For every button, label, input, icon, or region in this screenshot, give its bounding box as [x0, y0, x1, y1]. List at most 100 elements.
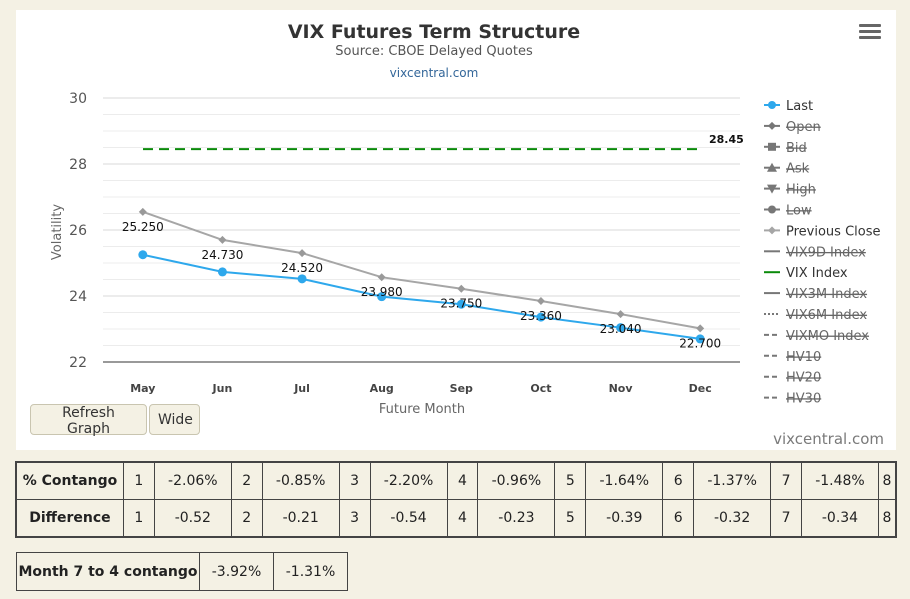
month-index-cell: 1 — [122, 462, 155, 500]
y-tick-label: 24 — [69, 289, 87, 305]
previous-close-point — [218, 235, 227, 244]
contango-value-cell: -2.06% — [153, 462, 232, 500]
legend-item-label[interactable]: HV20 — [786, 371, 821, 386]
contango-value-cell: -0.39 — [585, 499, 664, 537]
summary-label: Month 7 to 4 contango — [16, 552, 200, 591]
data-label: 23.750 — [440, 297, 482, 311]
x-tick-label: May — [130, 382, 155, 395]
legend-marker — [768, 101, 776, 109]
chart-panel: VIX Futures Term Structure Source: CBOE D… — [16, 10, 896, 450]
last-price-point — [138, 250, 148, 260]
legend-item-label[interactable]: HV30 — [786, 392, 821, 407]
contango-value-cell: -2.20% — [369, 462, 448, 500]
month-index-cell: 3 — [338, 499, 371, 537]
contango-value-cell: -0.96% — [477, 462, 556, 500]
x-tick-label: Sep — [450, 382, 473, 395]
contango-value-cell: -0.54 — [369, 499, 448, 537]
previous-close-point — [696, 324, 705, 333]
contango-value-cell: -0.32 — [693, 499, 772, 537]
previous-close-point — [138, 207, 147, 216]
contango-value-cell: -0.21 — [261, 499, 340, 537]
legend-marker — [768, 121, 776, 130]
contango-value-cell: -1.48% — [801, 462, 879, 500]
x-tick-label: Jun — [212, 382, 233, 395]
month-index-cell: 2 — [230, 462, 263, 500]
legend-marker — [768, 226, 776, 235]
legend-item-label[interactable]: VIX Index — [786, 266, 848, 281]
legend-item-label[interactable]: VIX6M Index — [786, 308, 867, 323]
x-tick-label: Oct — [530, 382, 551, 395]
legend-marker — [768, 205, 776, 214]
contango-value-cell: -1.64% — [585, 462, 664, 500]
month-index-cell: 7 — [770, 499, 803, 537]
legend-item-label[interactable]: VIX9D Index — [786, 245, 866, 260]
contango-value-cell: -1.37% — [693, 462, 772, 500]
wide-button[interactable]: Wide — [149, 404, 200, 435]
contango-value-cell: -0.85% — [261, 462, 340, 500]
y-tick-label: 22 — [69, 355, 87, 371]
legend-item-label[interactable]: Low — [786, 204, 812, 219]
chart-source-link: vixcentral.com — [390, 66, 479, 80]
last-price-line — [142, 253, 701, 340]
month-index-cell: 7 — [770, 462, 803, 500]
watermark: vixcentral.com — [773, 430, 884, 448]
last-price-point — [377, 292, 387, 302]
y-axis-label: Volatility — [50, 204, 65, 260]
legend-item-label[interactable]: Ask — [786, 162, 810, 177]
legend-marker — [768, 142, 776, 151]
y-tick-label: 28 — [69, 157, 87, 173]
previous-close-point — [298, 249, 307, 258]
month-index-cell: 8 — [877, 499, 897, 537]
legend-item-label[interactable]: VIXMO Index — [786, 329, 869, 344]
x-tick-label: Jul — [293, 382, 310, 395]
y-tick-label: 30 — [69, 91, 87, 107]
legend-item-label[interactable]: VIX3M Index — [786, 287, 867, 302]
y-tick-label: 26 — [69, 223, 87, 239]
refresh-graph-button[interactable]: Refresh Graph — [30, 404, 147, 437]
legend-item-label[interactable]: High — [786, 183, 816, 198]
previous-close-point — [457, 284, 466, 293]
x-tick-label: Nov — [609, 382, 634, 395]
chart-title: VIX Futures Term Structure — [288, 21, 580, 43]
contango-value-cell: -0.34 — [801, 499, 879, 537]
legend-item-label[interactable]: Bid — [786, 141, 807, 156]
data-label: 24.520 — [281, 261, 323, 275]
chart-subtitle: Source: CBOE Delayed Quotes — [335, 44, 533, 59]
contango-value-cell: -0.23 — [477, 499, 556, 537]
data-label: 25.250 — [122, 220, 164, 234]
summary-table: Month 7 to 4 contango -3.92% -1.31% — [16, 552, 348, 591]
contango-row-header: % Contango — [16, 462, 124, 500]
contango-value-cell: -0.52 — [153, 499, 232, 537]
month-index-cell: 3 — [338, 462, 371, 500]
chart-menu-icon[interactable] — [859, 22, 881, 42]
last-price-point — [297, 274, 307, 284]
previous-close-point — [616, 310, 625, 319]
last-price-point — [536, 312, 546, 322]
month-index-cell: 4 — [446, 462, 479, 500]
legend-item-label[interactable]: Open — [786, 120, 821, 135]
month-index-cell: 6 — [662, 499, 695, 537]
last-price-point — [616, 323, 626, 333]
previous-close-point — [536, 296, 545, 305]
month-index-cell: 5 — [554, 499, 587, 537]
data-label: 23.980 — [361, 285, 403, 299]
previous-close-point — [377, 273, 386, 282]
month-index-cell: 2 — [230, 499, 263, 537]
x-tick-label: Dec — [689, 382, 712, 395]
legend-marker — [767, 184, 777, 194]
legend-item-label[interactable]: HV10 — [786, 350, 821, 365]
last-price-point — [217, 267, 227, 277]
previous-close-line — [142, 210, 701, 330]
data-label: 22.700 — [679, 336, 721, 350]
last-price-point — [695, 334, 705, 344]
contango-table: % Contango 1 -2.06% 2 -0.85% 3 -2.20% 4 -0.96% 5-… — [15, 461, 897, 538]
month-index-cell: 5 — [554, 462, 587, 500]
month-index-cell: 6 — [662, 462, 695, 500]
legend-item-label[interactable]: Last — [786, 99, 813, 114]
summary-value-1: -3.92% — [199, 552, 274, 591]
legend-marker — [767, 162, 777, 172]
summary-value-2: -1.31% — [273, 552, 348, 591]
legend-item-label[interactable]: Previous Close — [786, 224, 881, 239]
x-axis-label: Future Month — [379, 402, 465, 417]
